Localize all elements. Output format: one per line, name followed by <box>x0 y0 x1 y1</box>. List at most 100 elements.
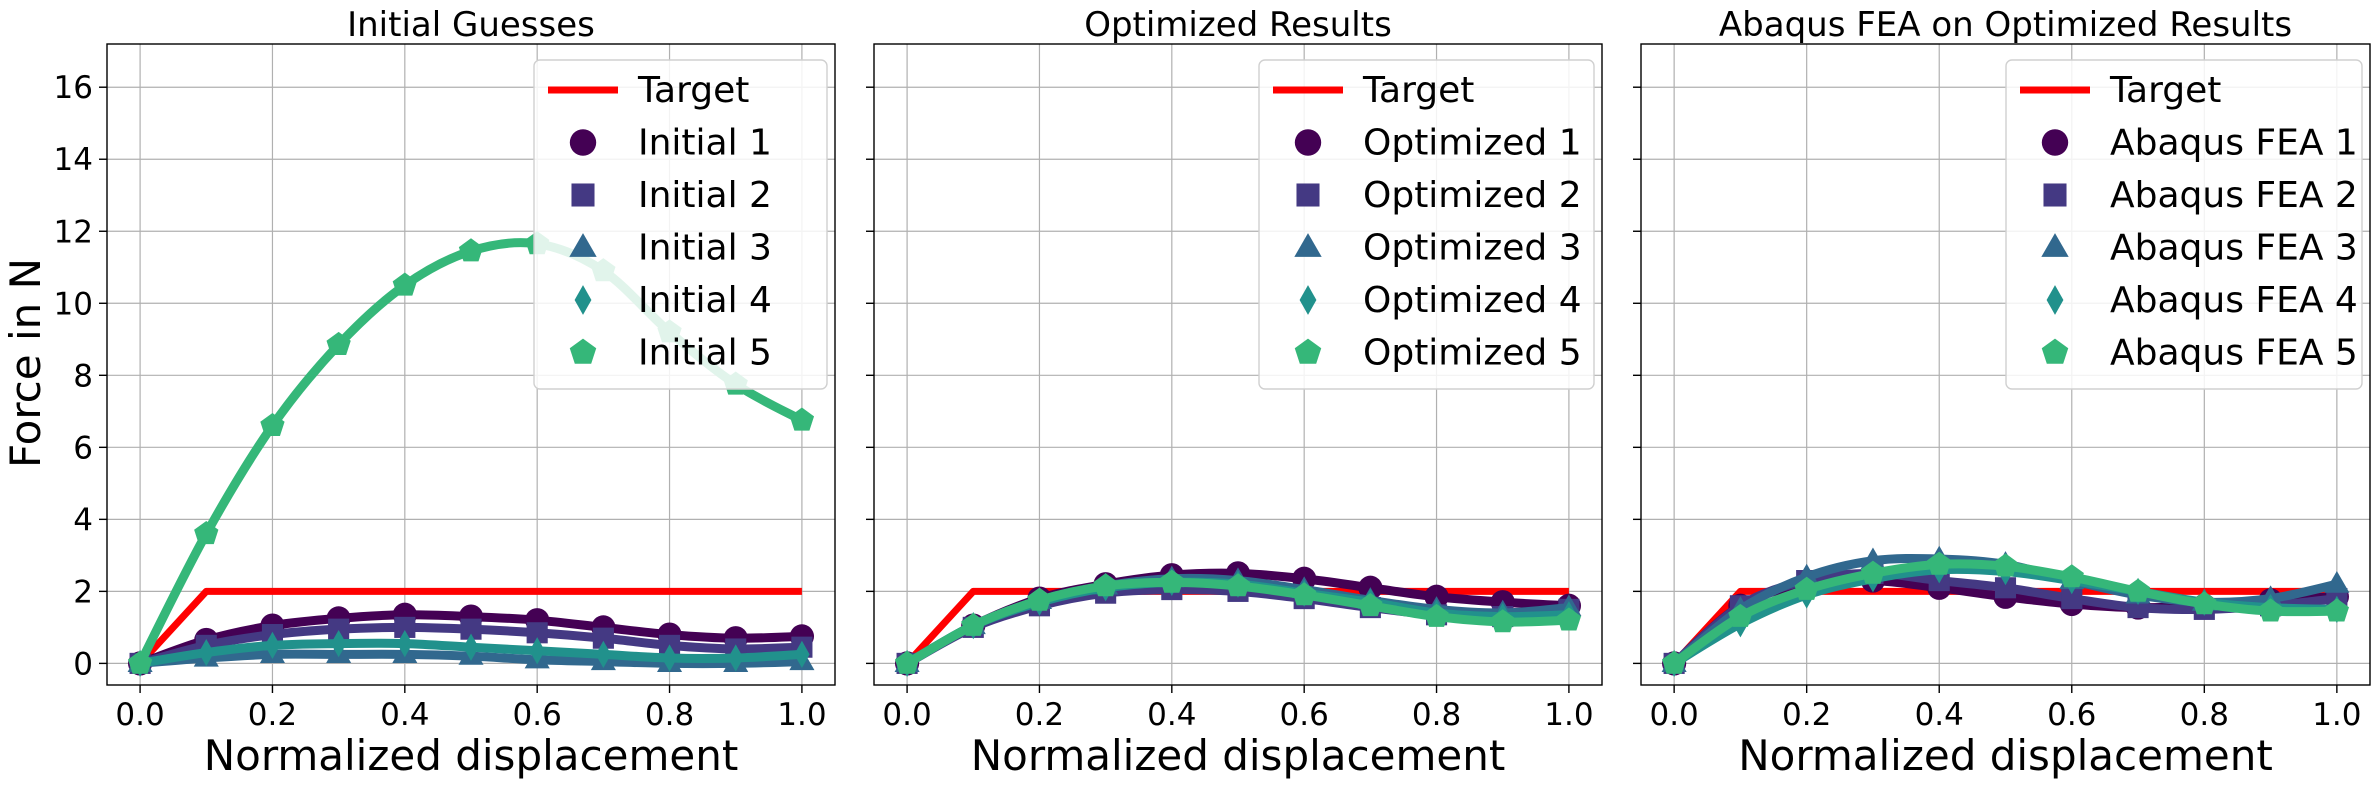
legend: Target Abaqus FEA 1 Abaqus FEA 2 Abaqus FEA… <box>2005 59 2363 390</box>
data-point-s4-4 <box>397 629 413 658</box>
x-axis-label: Normalized displacement <box>204 731 739 780</box>
x-tick-label: 0.8 <box>1412 697 1461 733</box>
legend-entry-label: Abaqus FEA 2 <box>2110 175 2358 216</box>
legend-marker-4 <box>1299 285 1317 315</box>
legend-entry-label: Abaqus FEA 5 <box>2110 333 2358 374</box>
legend-entry-label: Optimized 4 <box>1363 280 1582 321</box>
data-point-s5-7 <box>2125 578 2151 602</box>
chart-panel-3: 0.0 0.2 0.4 0.6 0.8 1.0 Abaqus FEA on Optimize… <box>1633 5 2371 780</box>
plot-frame <box>873 43 1603 686</box>
data-point-s5-8 <box>2192 591 2217 615</box>
data-point-s2-5 <box>1994 577 2017 599</box>
data-point-s5-10 <box>789 407 815 431</box>
legend-marker-5 <box>2041 338 2069 364</box>
x-tick-label: 0.8 <box>645 697 694 733</box>
data-point-s5-8 <box>1424 603 1449 627</box>
x-tick-label: 0.6 <box>513 697 562 733</box>
legend-entry-label: Optimized 5 <box>1363 333 1582 374</box>
legend-entry-label: Optimized 3 <box>1363 228 1582 269</box>
plot-data <box>894 561 1582 678</box>
legend-entry-label: Initial 1 <box>638 123 772 164</box>
data-point-s4-7 <box>595 640 612 669</box>
data-point-s5-4 <box>1159 569 1184 593</box>
plot-data <box>1661 545 2350 678</box>
data-point-s4-3 <box>330 629 347 658</box>
x-tick-label: 0.6 <box>2047 697 2096 733</box>
legend-box <box>533 59 828 390</box>
legend-entry-label: Abaqus FEA 3 <box>2110 228 2358 269</box>
y-tick-label: 2 <box>73 574 93 610</box>
legend-entry-label: Abaqus FEA 4 <box>2110 280 2358 321</box>
data-point-s5-0 <box>127 650 153 674</box>
chart-title: Abaqus FEA on Optimized Results <box>1719 5 2292 45</box>
y-tick-label: 16 <box>54 70 93 106</box>
x-tick-label: 0.4 <box>1147 697 1196 733</box>
x-tick-label: 0.2 <box>1782 697 1831 733</box>
data-point-s5-9 <box>1490 609 1515 633</box>
x-tick-label: 0.0 <box>882 697 931 733</box>
x-tick-label: 0.2 <box>1015 697 1064 733</box>
legend-marker-1 <box>1294 129 1322 156</box>
x-tick-label: 0.0 <box>115 697 164 733</box>
data-point-s5-5 <box>1225 573 1251 597</box>
data-point-s4-8 <box>661 644 678 672</box>
data-point-s4-10 <box>794 640 810 669</box>
legend: Target Initial 1 Initial 2 Initial 3 Initial… <box>533 59 828 390</box>
legend-entry-label: Abaqus FEA 1 <box>2110 123 2358 164</box>
x-tick-label: 1.0 <box>1544 697 1593 733</box>
legend-marker-5 <box>1294 338 1322 364</box>
data-point-s5-0 <box>1662 650 1687 674</box>
legend-marker-3 <box>1294 233 1322 257</box>
data-point-s5-4 <box>392 272 417 296</box>
y-tick-label: 10 <box>54 286 93 322</box>
data-point-s5-3 <box>326 331 351 356</box>
legend-entry-label: Optimized 2 <box>1363 175 1582 216</box>
data-point-s4-5 <box>463 633 479 661</box>
data-point-s3-2 <box>1794 563 1820 586</box>
data-point-s2-7 <box>592 627 614 649</box>
y-axis-label: Force in N <box>1 258 50 468</box>
x-tick-label: 1.0 <box>777 697 826 733</box>
legend-entry-label: Initial 5 <box>638 333 772 374</box>
data-point-s2-4 <box>394 616 416 638</box>
legend-marker-2 <box>2043 183 2067 207</box>
data-point-s5-4 <box>1927 551 1952 575</box>
x-tick-label: 0.4 <box>1915 697 1964 733</box>
data-point-s5-1 <box>1728 603 1753 627</box>
data-point-s3-10 <box>2324 570 2350 593</box>
data-point-s2-5 <box>460 618 482 640</box>
chart-panel-2: 0.0 0.2 0.4 0.6 0.8 1.0 Optimized Results Norma… <box>866 5 1603 780</box>
data-point-s4-9 <box>728 644 744 672</box>
legend: Target Optimized 1 Optimized 2 Optimized 3 O… <box>1258 59 1595 390</box>
data-point-s5-6 <box>2059 564 2084 588</box>
legend-marker-3 <box>569 233 597 257</box>
x-tick-label: 0.2 <box>248 697 297 733</box>
x-tick-label: 0.0 <box>1649 697 1698 733</box>
legend-marker-3 <box>2041 233 2069 257</box>
legend-entry-label: Target <box>2109 70 2221 111</box>
data-point-s5-3 <box>1860 560 1886 584</box>
legend-entry-label: Initial 4 <box>638 280 772 321</box>
data-point-s4-6 <box>529 637 545 665</box>
data-point-s5-2 <box>260 412 285 437</box>
legend-entry-label: Target <box>1362 70 1474 111</box>
data-point-s5-0 <box>894 650 920 674</box>
data-point-s2-6 <box>526 622 548 644</box>
data-point-s4-1 <box>198 638 214 667</box>
data-point-s5-1 <box>961 612 986 636</box>
legend-marker-5 <box>569 338 597 364</box>
data-point-s5-2 <box>1027 587 1052 611</box>
plot-frame <box>1640 43 2371 686</box>
y-tick-label: 0 <box>73 646 93 682</box>
x-tick-label: 0.6 <box>1280 697 1329 733</box>
data-point-s5-10 <box>2324 598 2349 622</box>
x-axis-label: Normalized displacement <box>971 731 1506 780</box>
legend-marker-2 <box>571 183 595 207</box>
legend-entry-label: Initial 2 <box>638 175 772 216</box>
data-point-s4-2 <box>264 631 281 660</box>
plot-frame <box>106 43 836 686</box>
target-line <box>137 587 802 666</box>
legend-marker-4 <box>2046 285 2064 315</box>
legend-marker-4 <box>574 285 592 315</box>
